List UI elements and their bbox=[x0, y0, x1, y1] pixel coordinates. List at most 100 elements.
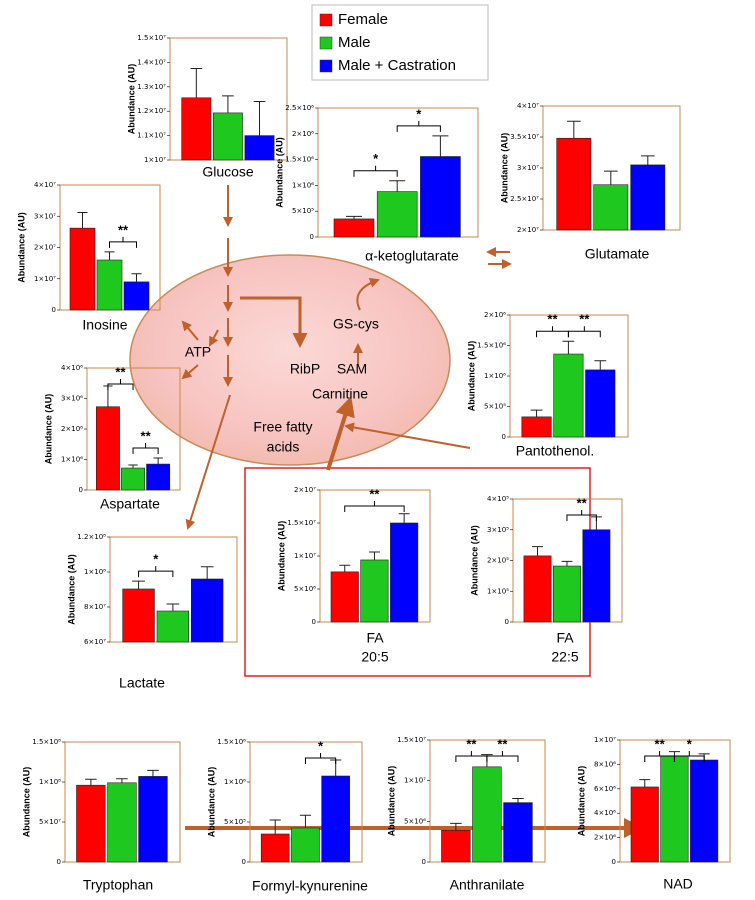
error-bar bbox=[640, 155, 655, 165]
y-tick-label: 2×10⁷ bbox=[517, 226, 539, 234]
y-tick-label: 1.4×10⁷ bbox=[137, 58, 166, 66]
bar bbox=[503, 802, 533, 863]
bar bbox=[441, 829, 471, 863]
chart-title: Inosine bbox=[82, 317, 127, 333]
error-bar bbox=[299, 814, 312, 828]
y-tick-label: 2×10⁶ bbox=[484, 311, 506, 319]
chart-title: FA bbox=[556, 630, 574, 646]
y-tick-label: 0 bbox=[310, 233, 314, 241]
bar bbox=[585, 369, 616, 438]
chart-title: Formyl-kynurenine bbox=[252, 878, 368, 894]
y-tick-label: 5×10⁶ bbox=[294, 585, 316, 593]
error-bar bbox=[562, 340, 575, 355]
legend-swatch bbox=[319, 36, 333, 50]
legend-label: Male + Castration bbox=[338, 57, 456, 74]
y-tick-label: 5×10⁷ bbox=[39, 818, 61, 826]
bar bbox=[212, 112, 243, 161]
bar bbox=[146, 463, 171, 491]
y-tick-label: 0 bbox=[505, 618, 509, 626]
bar bbox=[96, 406, 120, 491]
error-bar bbox=[603, 170, 618, 185]
y-tick-label: 1×10⁵ bbox=[487, 587, 509, 595]
significance-bracket bbox=[353, 165, 398, 177]
legend-swatch bbox=[319, 59, 333, 73]
legend-label: Male bbox=[338, 34, 371, 51]
y-axis-label: Abundance (AU) bbox=[16, 212, 26, 283]
y-tick-label: 5×10⁵ bbox=[224, 818, 246, 826]
significance-label: ** bbox=[466, 736, 477, 751]
bar bbox=[291, 827, 320, 863]
chart-title: Glucose bbox=[202, 164, 254, 180]
y-tick-label: 2×10⁶ bbox=[61, 425, 83, 433]
chart-title: Aspartate bbox=[100, 496, 160, 512]
significance-label: * bbox=[153, 552, 159, 567]
pathway-label: GS-cys bbox=[333, 316, 379, 332]
significance-label: ** bbox=[141, 428, 152, 443]
y-tick-label: 1×10⁷ bbox=[144, 156, 166, 164]
significance-bracket bbox=[138, 566, 174, 578]
y-tick-label: 3.5×10⁷ bbox=[510, 133, 539, 141]
y-axis-label: Abundance (AU) bbox=[499, 133, 509, 204]
y-tick-label: 2×10⁵ bbox=[487, 557, 509, 565]
bar bbox=[69, 227, 96, 311]
legend-label: Female bbox=[338, 11, 388, 28]
y-tick-label: 1.5×10⁷ bbox=[287, 519, 316, 527]
y-tick-label: 0 bbox=[422, 858, 426, 866]
y-tick-label: 5×10⁵ bbox=[292, 207, 314, 215]
error-bar bbox=[132, 580, 145, 589]
error-bar bbox=[432, 135, 449, 157]
y-tick-label: 0 bbox=[312, 618, 316, 626]
y-tick-label: 3×10⁶ bbox=[61, 395, 83, 403]
pathway-label: acids bbox=[267, 439, 300, 455]
chart-title: Tryptophan bbox=[83, 877, 153, 893]
bar bbox=[121, 467, 145, 491]
significance-label: * bbox=[416, 106, 422, 121]
bar bbox=[138, 776, 168, 863]
error-bar bbox=[200, 566, 214, 579]
pathway-label: Carnitine bbox=[312, 386, 368, 402]
y-tick-label: 2×10⁶ bbox=[594, 834, 616, 842]
y-tick-label: 1.1×10⁷ bbox=[137, 132, 166, 140]
chart-title: Lactate bbox=[119, 675, 165, 691]
y-tick-label: 1.5×10⁶ bbox=[477, 342, 506, 350]
significance-bracket bbox=[536, 326, 569, 338]
error-bar bbox=[131, 273, 142, 282]
chart-title: 20:5 bbox=[361, 649, 388, 665]
y-axis-label: Abundance (AU) bbox=[469, 525, 479, 596]
error-bar bbox=[166, 603, 180, 612]
y-tick-label: 3×10⁷ bbox=[517, 164, 539, 172]
significance-label: ** bbox=[577, 495, 588, 510]
chart-title: 22:5 bbox=[551, 649, 578, 665]
error-bar bbox=[398, 513, 410, 523]
bar bbox=[190, 578, 224, 643]
y-tick-label: 0 bbox=[57, 858, 61, 866]
bar bbox=[123, 281, 150, 311]
error-bar bbox=[104, 251, 115, 260]
significance-label: * bbox=[687, 736, 693, 751]
bar bbox=[321, 775, 350, 863]
legend-swatch bbox=[319, 13, 333, 27]
bar bbox=[390, 522, 419, 623]
y-tick-label: 6×10⁶ bbox=[594, 785, 616, 793]
y-tick-label: 1×10⁷ bbox=[34, 275, 56, 283]
y-tick-label: 1×10⁷ bbox=[594, 736, 616, 744]
error-bar bbox=[668, 751, 680, 756]
error-bar bbox=[116, 778, 128, 783]
y-axis-label: Abundance (AU) bbox=[206, 767, 216, 838]
chart-title: Anthranilate bbox=[450, 877, 525, 893]
y-tick-label: 3×10⁷ bbox=[34, 212, 56, 220]
significance-bracket bbox=[673, 751, 705, 762]
y-tick-label: 4×10⁶ bbox=[594, 809, 616, 817]
bar bbox=[690, 759, 719, 863]
y-tick-label: 0 bbox=[79, 486, 83, 494]
significance-bracket bbox=[109, 236, 137, 248]
bar bbox=[660, 755, 689, 863]
y-tick-label: 1×10⁸ bbox=[84, 568, 106, 576]
chart-title: α-ketoglutarate bbox=[365, 248, 459, 264]
y-tick-label: 8×10⁷ bbox=[84, 603, 106, 611]
y-tick-label: 1×10⁶ bbox=[61, 456, 83, 464]
significance-label: ** bbox=[655, 736, 666, 751]
y-tick-label: 1.2×10⁸ bbox=[77, 533, 106, 541]
significance-bracket bbox=[107, 379, 134, 390]
bar bbox=[523, 555, 552, 623]
